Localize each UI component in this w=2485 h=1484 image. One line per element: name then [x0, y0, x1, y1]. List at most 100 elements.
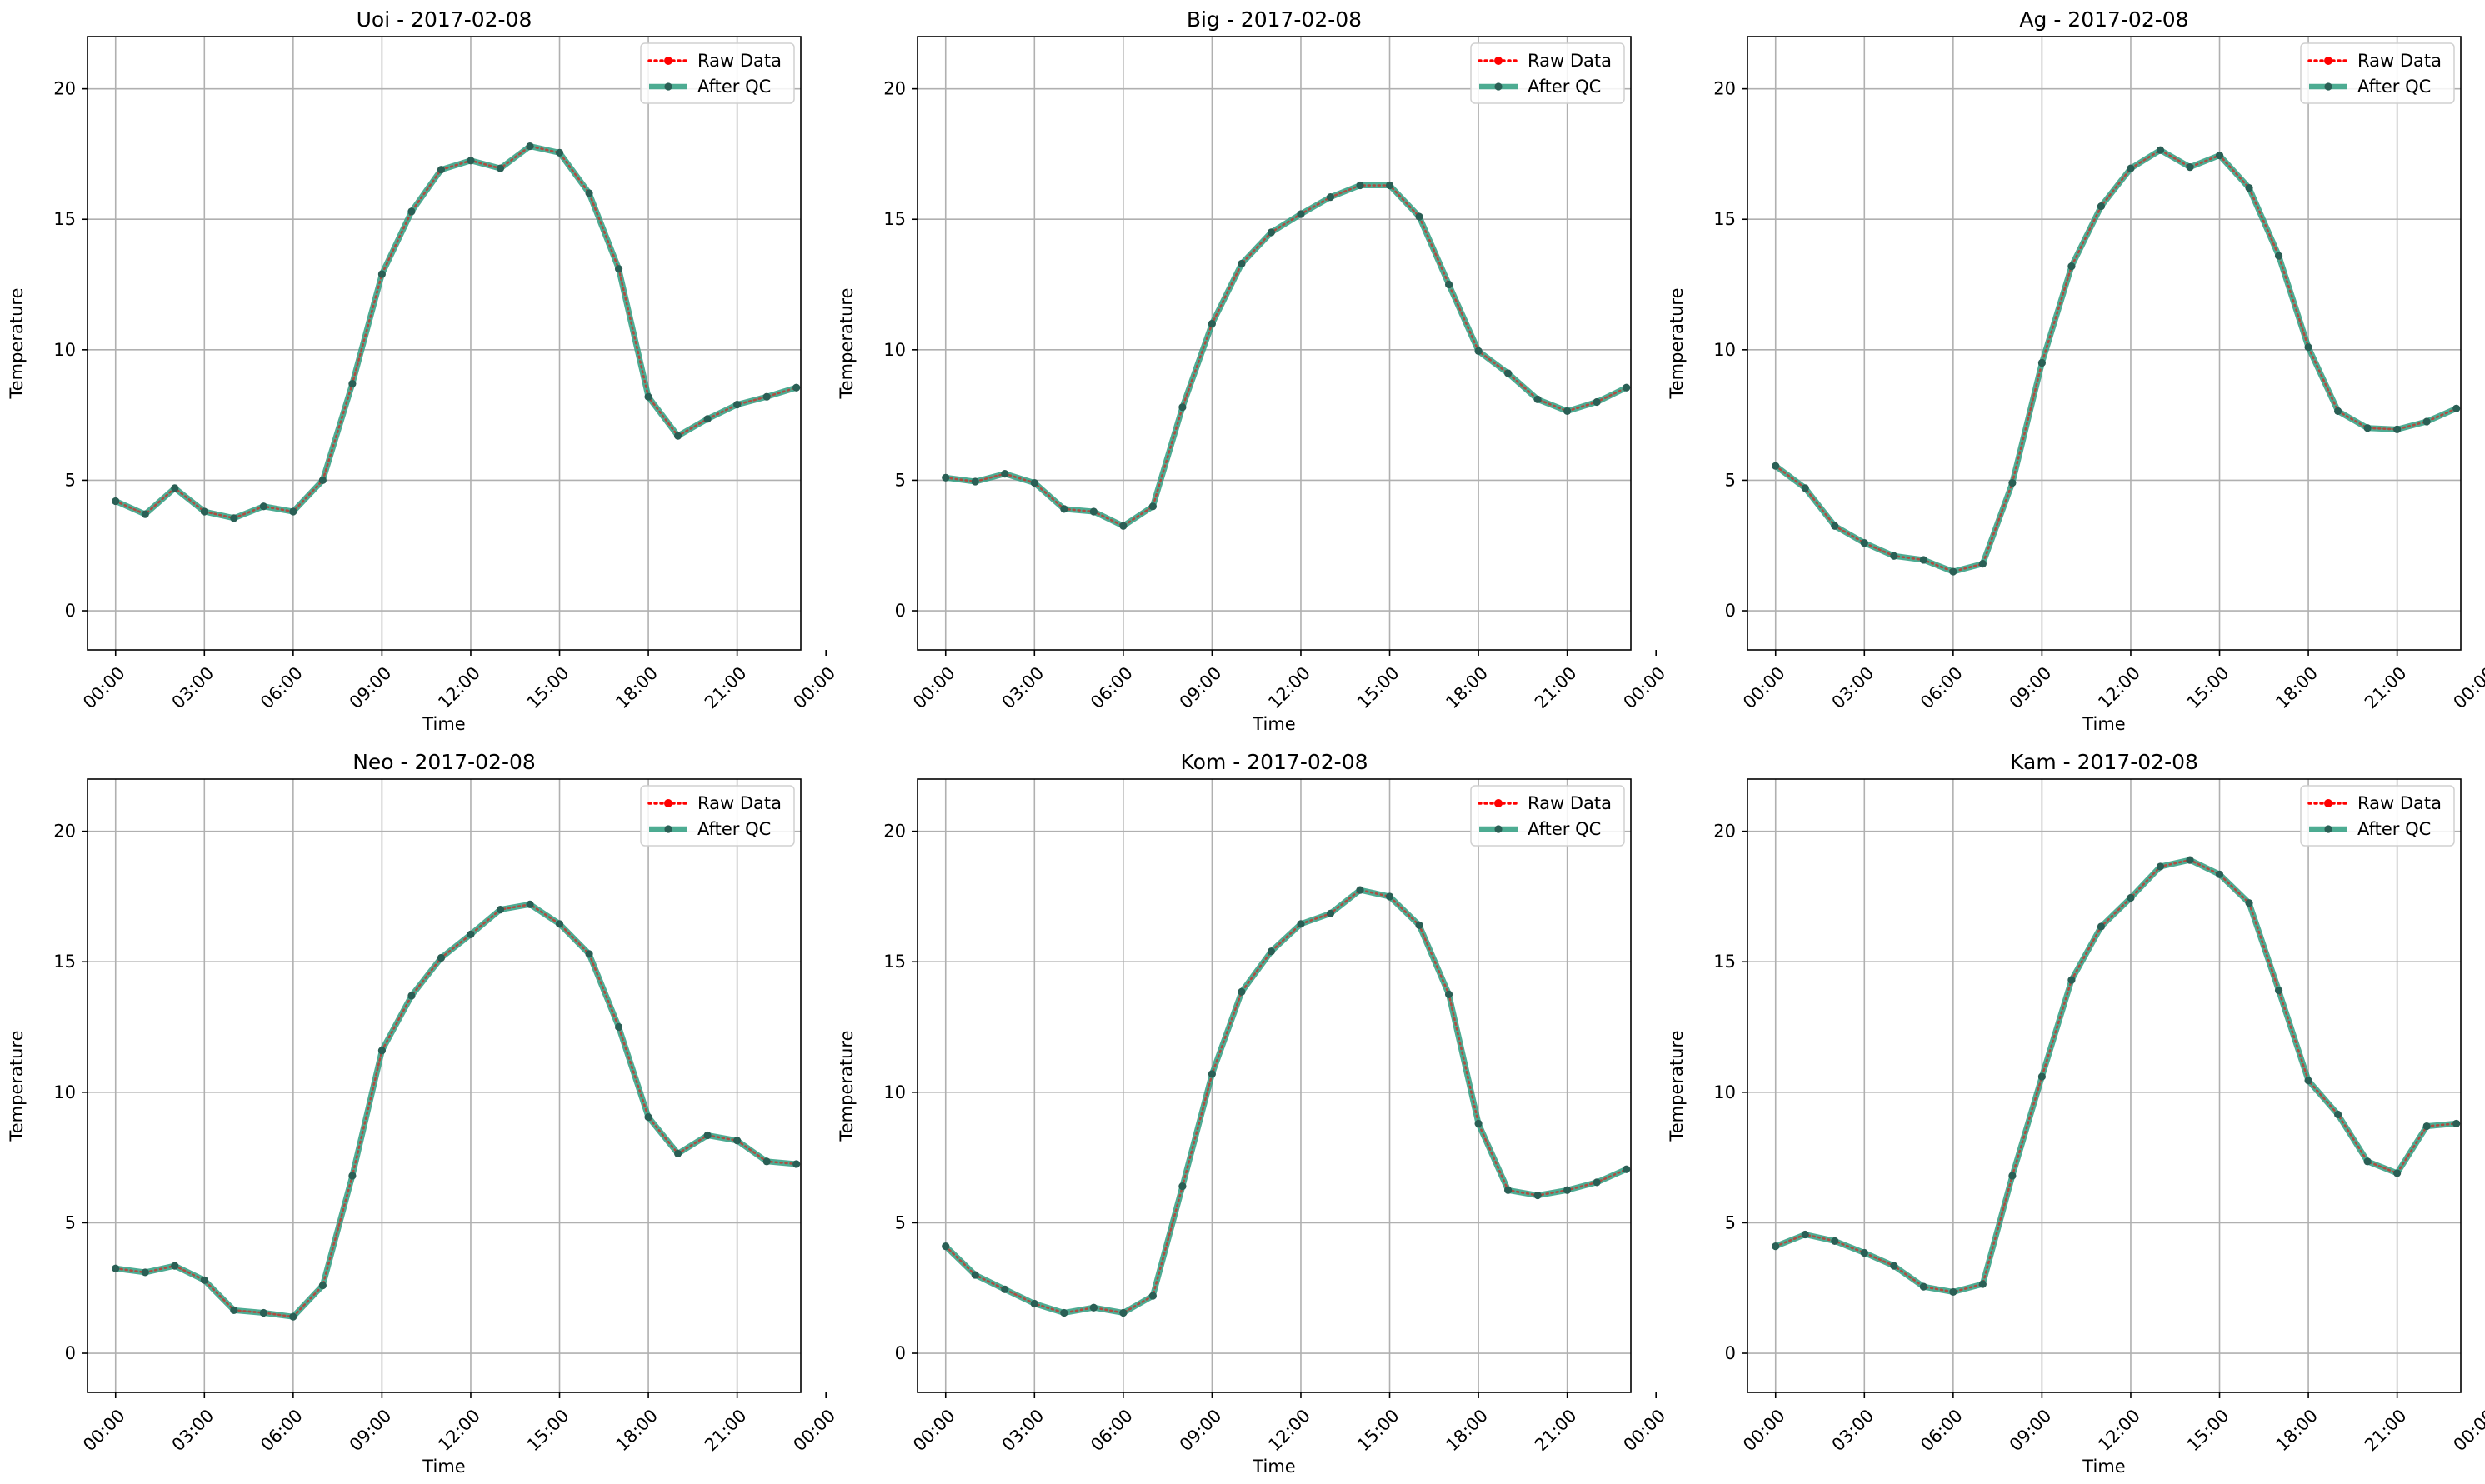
y-tick-label: 20 [1713, 822, 1736, 842]
data-point-after-qc [2333, 1110, 2342, 1119]
data-point-after-qc [703, 1131, 712, 1140]
data-point-after-qc [496, 905, 505, 914]
y-tick-label: 0 [65, 601, 76, 621]
series-line-raw-data [1774, 148, 2458, 573]
data-point-after-qc [526, 142, 534, 151]
series-line-raw-data [944, 888, 1628, 1314]
data-point-after-qc [171, 484, 179, 492]
data-point-after-qc [2156, 862, 2165, 871]
chart-title: Ag - 2017-02-08 [2019, 7, 2188, 32]
data-point-after-qc [1503, 1186, 1512, 1194]
data-point-after-qc [2422, 417, 2431, 426]
legend-marker-raw-data [1494, 799, 1502, 807]
chart-title: Uoi - 2017-02-08 [357, 7, 532, 32]
data-point-after-qc [1919, 1282, 1928, 1291]
data-point-after-qc [1297, 210, 1305, 218]
data-point-after-qc [2304, 1077, 2312, 1085]
data-point-after-qc [762, 1157, 771, 1166]
data-point-after-qc [141, 510, 149, 518]
data-point-after-qc [1474, 347, 1482, 355]
y-tick-label: 20 [883, 79, 906, 99]
data-point-after-qc [1148, 1292, 1157, 1300]
data-point-after-qc [762, 392, 771, 401]
y-tick-label: 0 [1725, 1343, 1736, 1363]
legend: Raw Data After QC [2300, 42, 2455, 104]
data-point-after-qc [1208, 1070, 1217, 1078]
data-point-after-qc [526, 900, 534, 908]
legend-label-raw-data: Raw Data [1528, 51, 1612, 71]
data-point-after-qc [1503, 369, 1512, 377]
axes-frame [87, 36, 802, 651]
chart-title: Kom - 2017-02-08 [1181, 750, 1368, 774]
data-point-after-qc [703, 415, 712, 423]
data-point-after-qc [1949, 1287, 1958, 1297]
series-line-raw-data [114, 902, 798, 1318]
data-point-after-qc [1089, 507, 1098, 516]
y-tick-label: 20 [53, 822, 76, 842]
data-point-after-qc [2038, 1072, 2047, 1081]
data-point-after-qc [1919, 556, 1928, 564]
data-point-after-qc [2452, 1119, 2461, 1128]
data-point-after-qc [1622, 1165, 1631, 1173]
axes-frame [1747, 778, 2462, 1393]
data-point-after-qc [408, 992, 416, 1000]
data-point-after-qc [259, 502, 268, 511]
data-point-after-qc [733, 1137, 742, 1145]
data-point-after-qc [1592, 1178, 1601, 1187]
y-tick-label: 20 [1713, 79, 1736, 99]
series-line-raw-data [114, 145, 798, 520]
data-point-after-qc [1030, 478, 1038, 487]
data-point-after-qc [437, 166, 446, 174]
data-point-after-qc [1831, 522, 1839, 530]
data-point-after-qc [673, 1149, 682, 1158]
y-tick-label: 0 [65, 1343, 76, 1363]
data-point-after-qc [1474, 1119, 1482, 1128]
data-point-after-qc [733, 401, 742, 409]
y-tick-label: 5 [895, 470, 906, 490]
y-tick-label: 15 [883, 209, 906, 229]
data-point-after-qc [614, 1022, 623, 1032]
data-point-after-qc [2452, 404, 2461, 412]
data-point-after-qc [1622, 383, 1631, 392]
data-point-after-qc [1801, 484, 1809, 492]
y-tick-label: 10 [53, 1082, 76, 1102]
axes-frame [1747, 36, 2462, 651]
data-point-after-qc [2186, 856, 2194, 864]
data-point-after-qc [1326, 193, 1335, 202]
data-point-after-qc [408, 207, 416, 216]
data-point-after-qc [2097, 202, 2106, 211]
data-point-after-qc [1238, 987, 1246, 996]
y-tick-label: 15 [1713, 209, 1736, 229]
data-point-after-qc [2422, 1122, 2431, 1131]
y-tick-label: 20 [53, 79, 76, 99]
legend-marker-raw-data [664, 799, 672, 807]
data-point-after-qc [1415, 212, 1423, 221]
data-point-after-qc [792, 1160, 801, 1168]
y-tick-label: 10 [1713, 340, 1736, 360]
data-point-after-qc [378, 1047, 387, 1055]
y-tick-label: 15 [53, 209, 76, 229]
y-tick-label: 5 [65, 1212, 76, 1232]
data-point-after-qc [644, 1112, 652, 1122]
data-point-after-qc [1001, 1285, 1009, 1293]
axes-frame [917, 778, 1632, 1393]
legend-marker-raw-data [2324, 799, 2332, 807]
y-axis-label: Temperature [837, 287, 857, 399]
y-tick-label: 10 [53, 340, 76, 360]
data-point-after-qc [1444, 990, 1453, 998]
x-axis-label: Time [422, 714, 465, 734]
data-point-after-qc [2186, 162, 2194, 172]
data-point-after-qc [1208, 319, 1217, 328]
data-point-after-qc [348, 379, 357, 388]
data-point-after-qc [2215, 151, 2224, 160]
x-axis-label: Time [422, 1457, 465, 1477]
legend-label-raw-data: Raw Data [2358, 51, 2442, 71]
data-point-after-qc [2393, 425, 2402, 433]
legend-label-after-qc: After QC [698, 819, 771, 839]
legend-marker-after-qc [664, 825, 672, 833]
data-point-after-qc [1267, 228, 1276, 237]
data-point-after-qc [673, 432, 682, 440]
data-point-after-qc [141, 1268, 149, 1277]
legend: Raw Data After QC [640, 785, 795, 847]
